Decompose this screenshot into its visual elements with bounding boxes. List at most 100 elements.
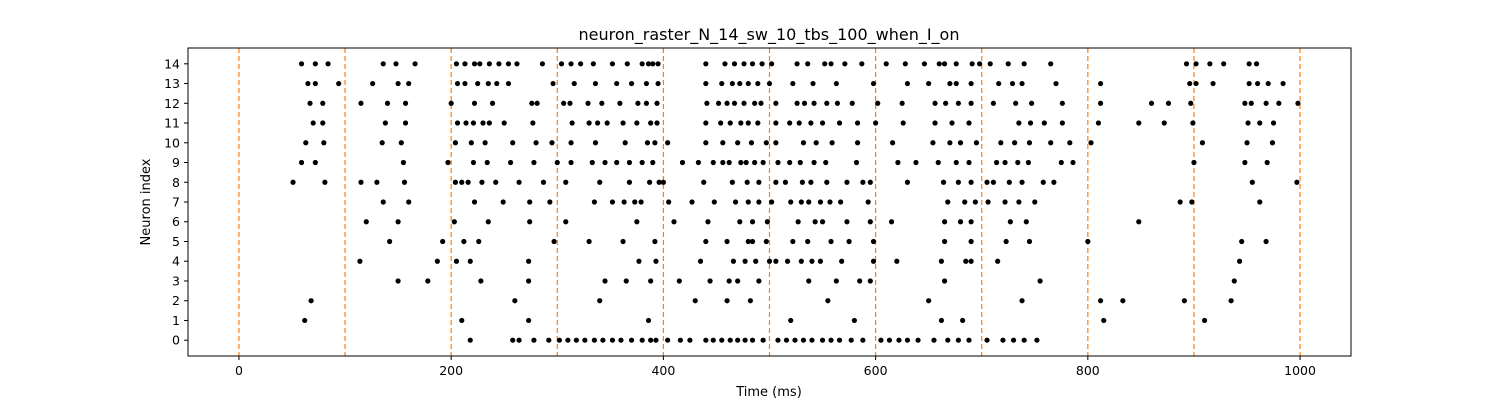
spike-point — [766, 80, 773, 87]
spike-point — [656, 179, 662, 185]
spike-point — [1242, 159, 1248, 166]
spike-point — [947, 140, 953, 146]
spike-point — [648, 337, 654, 343]
spike-point — [727, 337, 733, 343]
spike-point — [650, 159, 656, 166]
spike-point — [479, 179, 485, 185]
spike-point — [597, 179, 603, 185]
spike-point — [938, 258, 945, 264]
spike-point — [1048, 140, 1054, 146]
spike-point — [969, 61, 975, 67]
spike-point — [470, 120, 477, 126]
spike-point — [650, 61, 656, 67]
spike-point — [549, 140, 555, 146]
spike-point — [475, 80, 481, 87]
spike-point — [719, 80, 725, 87]
spike-point — [913, 159, 919, 166]
spike-point — [689, 199, 695, 205]
spike-point — [896, 337, 902, 343]
spike-point — [904, 80, 911, 87]
spike-point — [1193, 80, 1199, 87]
spike-point — [303, 140, 309, 146]
spike-point — [1236, 258, 1243, 264]
spike-point — [941, 219, 948, 225]
spike-point — [609, 199, 616, 205]
spike-point — [857, 278, 863, 284]
spike-point — [440, 238, 446, 245]
y-tick-label: 7 — [172, 195, 180, 210]
spike-point — [654, 120, 660, 126]
spike-point — [957, 140, 964, 146]
spike-point — [703, 238, 709, 245]
spike-point — [795, 219, 801, 225]
spike-point — [833, 80, 839, 87]
spike-point — [655, 80, 661, 87]
spike-point — [895, 159, 901, 166]
spike-point — [936, 61, 942, 67]
spike-point — [763, 238, 769, 245]
spike-point — [1181, 298, 1188, 304]
spike-point — [401, 179, 408, 185]
spike-point — [1245, 120, 1251, 126]
spike-point — [465, 179, 471, 185]
spike-point — [968, 80, 974, 87]
spike-point — [459, 179, 465, 185]
spike-point — [308, 298, 314, 304]
spike-point — [1253, 61, 1260, 67]
spike-point — [977, 61, 983, 67]
spike-point — [604, 120, 610, 126]
spike-point — [1249, 179, 1255, 185]
spike-point — [602, 159, 608, 166]
spike-point — [755, 80, 761, 87]
spike-point — [854, 120, 861, 126]
spike-point — [766, 258, 773, 264]
spike-point — [530, 120, 536, 126]
spike-point — [453, 258, 460, 264]
spike-point — [654, 100, 660, 106]
spike-point — [1027, 120, 1034, 126]
spike-point — [968, 100, 974, 106]
spike-point — [1270, 120, 1277, 126]
spike-point — [1199, 140, 1206, 146]
spike-point — [451, 219, 457, 225]
spike-point — [860, 337, 866, 343]
spike-point — [758, 100, 764, 106]
spike-point — [526, 258, 532, 264]
spike-point — [1003, 238, 1009, 245]
spike-point — [812, 219, 818, 225]
spike-point — [527, 199, 533, 205]
spike-point — [794, 100, 800, 106]
spike-point — [512, 298, 518, 304]
spike-point — [634, 219, 640, 225]
spike-point — [484, 159, 490, 166]
spike-point — [719, 337, 725, 343]
spike-point — [1015, 159, 1021, 166]
spike-point — [493, 179, 499, 185]
spike-point — [798, 258, 804, 264]
spike-point — [745, 80, 751, 87]
spike-point — [482, 140, 488, 146]
spike-point — [782, 179, 789, 185]
spike-point — [787, 120, 793, 126]
spike-point — [1190, 120, 1196, 126]
spike-point — [834, 100, 841, 106]
spike-point — [984, 179, 990, 185]
spike-point — [962, 199, 968, 205]
spike-point — [867, 179, 873, 185]
spike-point — [902, 61, 908, 67]
spike-point — [1165, 100, 1172, 106]
spike-point — [676, 278, 682, 284]
spike-point — [406, 199, 412, 205]
spike-point — [1276, 100, 1282, 106]
spike-point — [551, 238, 557, 245]
spike-point — [756, 199, 762, 205]
spike-point — [1294, 179, 1300, 185]
spike-point — [806, 199, 812, 205]
spike-point — [745, 120, 751, 126]
spike-point — [402, 100, 409, 106]
spike-point — [384, 100, 391, 106]
spike-point — [312, 61, 318, 67]
spike-point — [644, 140, 651, 146]
spike-point — [614, 159, 620, 166]
spike-point — [527, 219, 533, 225]
